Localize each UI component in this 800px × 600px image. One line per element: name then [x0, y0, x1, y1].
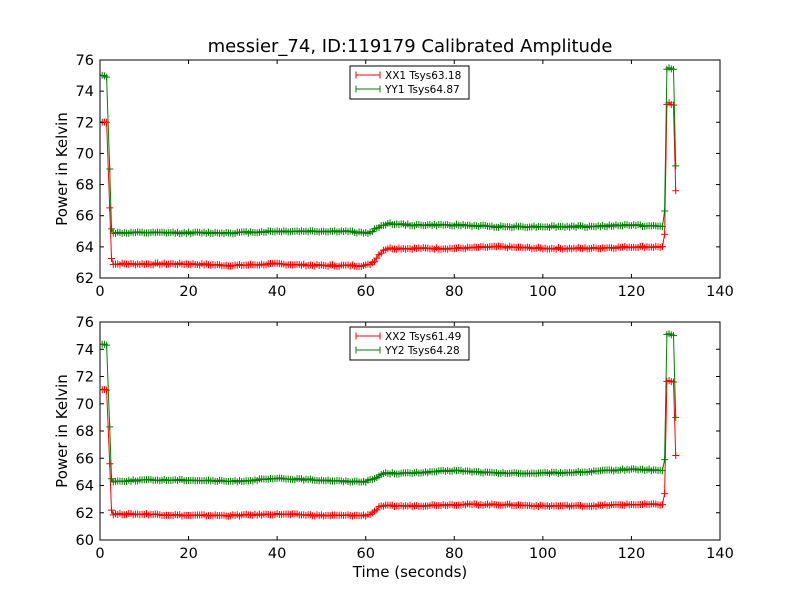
data-point	[658, 467, 666, 475]
y-tick-label: 66	[76, 209, 94, 225]
legend-label: YY2 Tsys64.28	[384, 345, 460, 357]
x-tick-label: 120	[618, 546, 646, 562]
data-point	[672, 187, 680, 195]
data-point	[106, 460, 114, 468]
y-tick-label: 60	[76, 533, 94, 549]
x-tick-label: 0	[95, 546, 104, 562]
y-tick-label: 68	[76, 178, 94, 194]
data-point	[661, 490, 669, 498]
data-point	[672, 162, 680, 170]
x-tick-label: 100	[529, 284, 557, 300]
data-point	[108, 506, 116, 514]
y-tick-label: 62	[76, 506, 94, 522]
x-axis-label: Time (seconds)	[352, 563, 468, 581]
data-point	[672, 413, 680, 421]
y-tick-label: 72	[76, 370, 94, 386]
x-tick-label: 120	[618, 284, 646, 300]
data-point	[103, 118, 111, 126]
data-point	[661, 456, 669, 464]
x-tick-label: 60	[356, 284, 374, 300]
y-tick-label: 72	[76, 115, 94, 131]
x-tick-label: 140	[706, 284, 734, 300]
x-tick-label: 0	[95, 284, 104, 300]
data-point	[108, 225, 116, 233]
legend: XX2 Tsys61.49 YY2 Tsys64.28	[349, 326, 470, 361]
data-point	[661, 207, 669, 215]
x-tick-label: 80	[445, 284, 463, 300]
y-tick-label: 64	[76, 479, 94, 495]
chart-title: messier_74, ID:119179 Calibrated Amplitu…	[208, 36, 613, 57]
y-axis-label: Power in Kelvin	[53, 374, 71, 488]
y-axis-label: Power in Kelvin	[53, 112, 71, 226]
y-tick-label: 70	[76, 397, 94, 413]
data-point	[106, 165, 114, 173]
legend-box	[349, 326, 470, 361]
y-tick-label: 62	[76, 271, 94, 287]
data-point	[658, 243, 666, 251]
legend-label: XX1 Tsys63.18	[385, 70, 461, 82]
data-point	[672, 452, 680, 460]
data-point	[106, 423, 114, 431]
data-point	[371, 258, 379, 266]
legend-label: YY1 Tsys64.87	[384, 84, 460, 96]
legend-box	[349, 65, 470, 100]
y-tick-label: 66	[76, 451, 94, 467]
x-tick-label: 60	[356, 546, 374, 562]
x-tick-label: 140	[706, 546, 734, 562]
y-tick-label: 74	[76, 84, 94, 100]
data-point	[670, 101, 677, 109]
series-1-0	[100, 377, 680, 520]
data-point	[670, 378, 677, 386]
data-point	[658, 223, 666, 231]
data-point	[661, 230, 669, 238]
series-0-0	[100, 99, 680, 270]
y-tick-label: 64	[76, 240, 94, 256]
y-tick-label: 76	[76, 53, 94, 69]
x-tick-label: 40	[268, 284, 286, 300]
data-point	[108, 475, 116, 483]
data-point	[106, 204, 114, 212]
y-tick-label: 74	[76, 342, 94, 358]
data-point	[103, 386, 111, 394]
x-tick-label: 40	[268, 546, 286, 562]
data-point	[103, 73, 111, 81]
data-point	[108, 254, 116, 262]
x-tick-label: 100	[529, 546, 557, 562]
axes-frame	[99, 59, 721, 279]
bottom-panel: 0 20 40 60 80 100 120 140 60 62 64 66 68 70 72 74 76 Powe…	[53, 315, 734, 562]
y-tick-label: 70	[76, 146, 94, 162]
legend-label: XX2 Tsys61.49	[385, 331, 461, 343]
series-1-1	[100, 330, 680, 486]
y-tick-label: 76	[76, 315, 94, 331]
y-tick-label: 68	[76, 424, 94, 440]
data-point	[373, 254, 381, 262]
data-point	[103, 341, 111, 349]
top-panel: 0 20 40 60 80 100 120 140 62 64 66 68 70 72 74 76 Power …	[53, 53, 734, 300]
data-point	[670, 332, 677, 340]
legend: XX1 Tsys63.18 YY1 Tsys64.87	[349, 65, 470, 100]
x-tick-label: 80	[445, 546, 463, 562]
x-tick-label: 20	[179, 546, 197, 562]
data-point	[670, 65, 677, 73]
series-0-1	[100, 64, 680, 238]
x-tick-label: 20	[179, 284, 197, 300]
data-point	[658, 501, 666, 509]
